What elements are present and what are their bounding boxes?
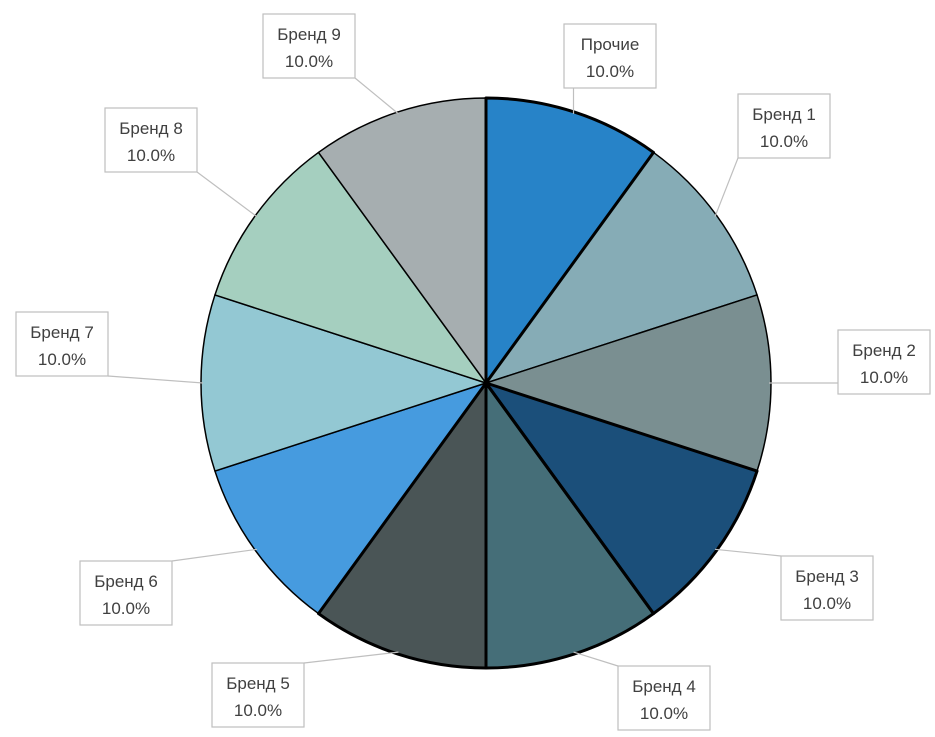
data-label-box-6	[211, 662, 305, 728]
leader-line-6	[303, 651, 399, 664]
slice-outline-6	[316, 381, 488, 670]
data-label-value-5: 10.0%	[640, 704, 688, 723]
data-label-box-4	[780, 555, 874, 621]
data-label-category-7: Бренд 6	[94, 572, 158, 591]
data-label-value-1: 10.0%	[586, 62, 634, 81]
data-label-box-3	[837, 329, 931, 395]
data-label-category-8: Бренд 7	[30, 323, 94, 342]
data-label-box-5	[617, 665, 711, 731]
data-label-box-9	[104, 107, 198, 173]
data-label-category-6: Бренд 5	[226, 674, 290, 693]
data-label-category-5: Бренд 4	[632, 677, 696, 696]
slice-outline-4	[484, 381, 759, 616]
data-label-value-4: 10.0%	[803, 594, 851, 613]
data-label-value-9: 10.0%	[127, 146, 175, 165]
data-label-category-10: Бренд 9	[277, 25, 341, 44]
data-label-box-10	[262, 13, 356, 79]
data-label-box-1	[563, 23, 657, 89]
data-label-box-2	[737, 93, 831, 159]
data-label-value-2: 10.0%	[760, 132, 808, 151]
leader-line-10	[354, 77, 399, 115]
data-label-box-8	[15, 311, 109, 377]
data-label-category-4: Бренд 3	[795, 567, 859, 586]
leader-line-8	[107, 375, 204, 384]
data-label-value-3: 10.0%	[860, 368, 908, 387]
data-label-value-7: 10.0%	[102, 599, 150, 618]
data-label-category-2: Бренд 1	[752, 105, 816, 124]
leader-line-5	[573, 651, 619, 667]
data-label-box-7	[79, 560, 173, 626]
leader-line-9	[196, 171, 258, 218]
data-label-category-9: Бренд 8	[119, 119, 183, 138]
data-labels: Прочие 10.0% Бренд 1 10.0% Бренд 2 10.0% Бренд…	[15, 13, 931, 731]
pie-slices	[200, 96, 772, 670]
leader-line-2	[714, 157, 739, 217]
slice-outline-5	[484, 381, 656, 670]
pie-slice-10	[317, 97, 487, 384]
data-label-value-6: 10.0%	[234, 701, 282, 720]
data-label-category-3: Бренд 2	[852, 341, 916, 360]
leader-line-7	[171, 548, 258, 562]
leader-lines	[107, 77, 838, 667]
data-label-value-8: 10.0%	[38, 350, 86, 369]
leader-line-4	[714, 548, 782, 557]
data-label-category-1: Прочие	[581, 35, 640, 54]
pie-slice-7	[214, 382, 487, 615]
pie-slice-2	[485, 151, 758, 384]
data-label-value-10: 10.0%	[285, 52, 333, 71]
